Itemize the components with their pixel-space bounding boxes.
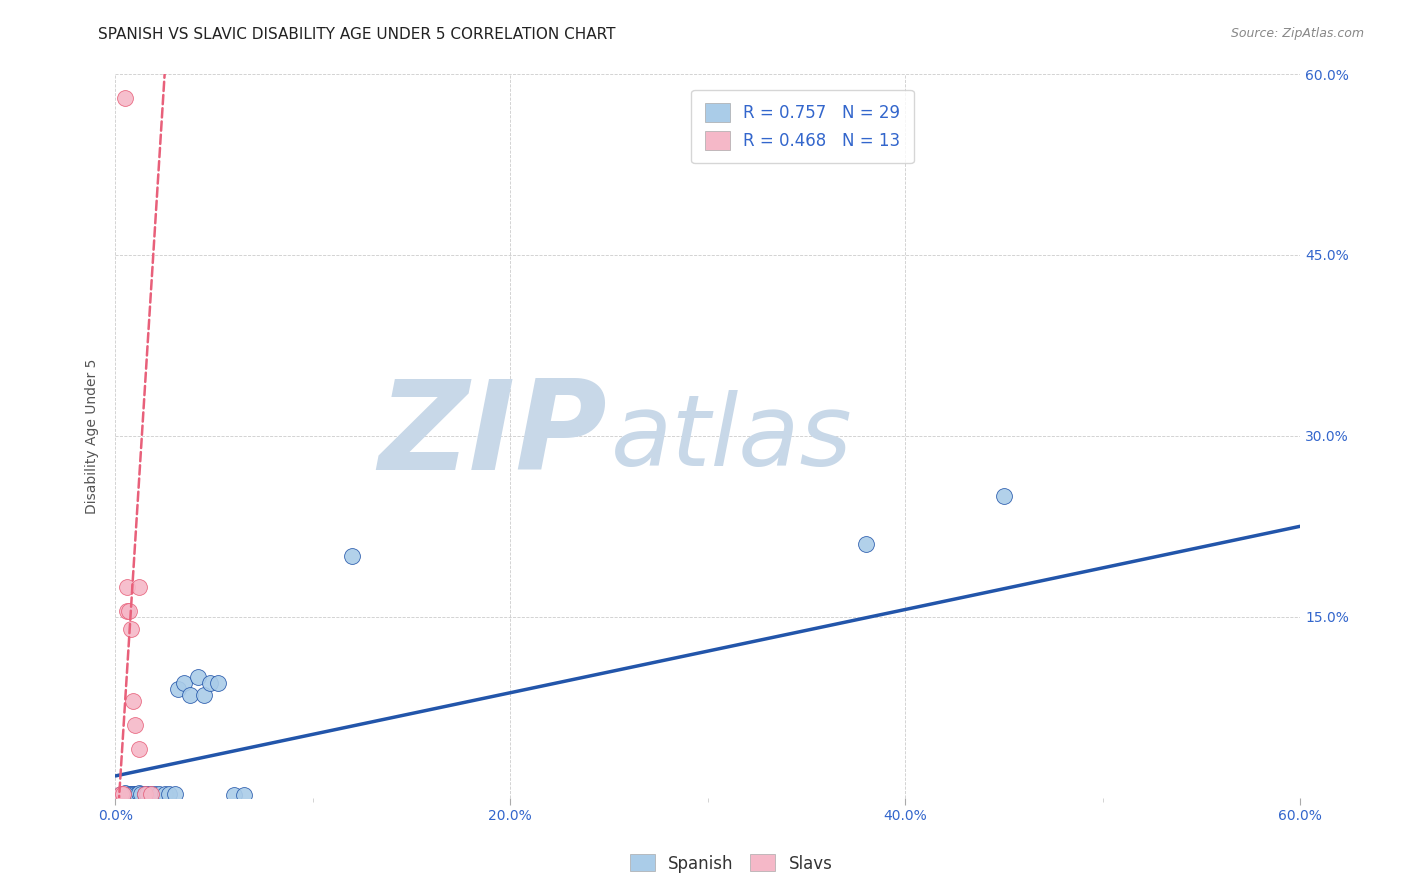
Point [120,622,142,636]
Point [232,789,254,803]
Point [114,91,136,105]
Point [115,580,138,594]
Point [193,688,215,702]
Point [143,787,166,801]
Point [118,604,141,618]
Point [128,786,150,800]
Point [222,789,245,803]
Point [110,787,132,801]
Point [163,787,186,801]
Point [122,694,145,708]
Point [198,676,221,690]
Point [120,787,142,801]
Text: ZIP: ZIP [378,376,607,496]
Point [993,489,1015,503]
Legend: R = 0.757   N = 29, R = 0.468   N = 13: R = 0.757 N = 29, R = 0.468 N = 13 [692,89,914,163]
Point [129,787,152,801]
Point [179,688,201,702]
Point [114,786,136,800]
Text: SPANISH VS SLAVIC DISABILITY AGE UNDER 5 CORRELATION CHART: SPANISH VS SLAVIC DISABILITY AGE UNDER 5… [98,27,616,42]
Point [122,787,145,801]
Point [128,742,150,756]
Point [135,787,157,801]
Legend: Spanish, Slavs: Spanish, Slavs [623,847,839,880]
Point [148,787,170,801]
Y-axis label: Disability Age Under 5: Disability Age Under 5 [86,359,100,514]
Point [112,787,135,801]
Point [173,676,195,690]
Point [125,787,148,801]
Point [118,787,141,801]
Point [134,787,156,801]
Point [207,676,229,690]
Point [139,787,162,801]
Point [134,787,156,801]
Point [115,604,138,618]
Point [157,787,180,801]
Point [124,787,146,801]
Text: atlas: atlas [610,390,852,486]
Point [153,787,176,801]
Point [124,718,146,732]
Text: Source: ZipAtlas.com: Source: ZipAtlas.com [1230,27,1364,40]
Point [110,787,132,801]
Point [167,682,190,697]
Point [342,549,364,564]
Point [128,580,150,594]
Point [855,537,877,551]
Point [187,670,209,684]
Point [139,787,162,801]
